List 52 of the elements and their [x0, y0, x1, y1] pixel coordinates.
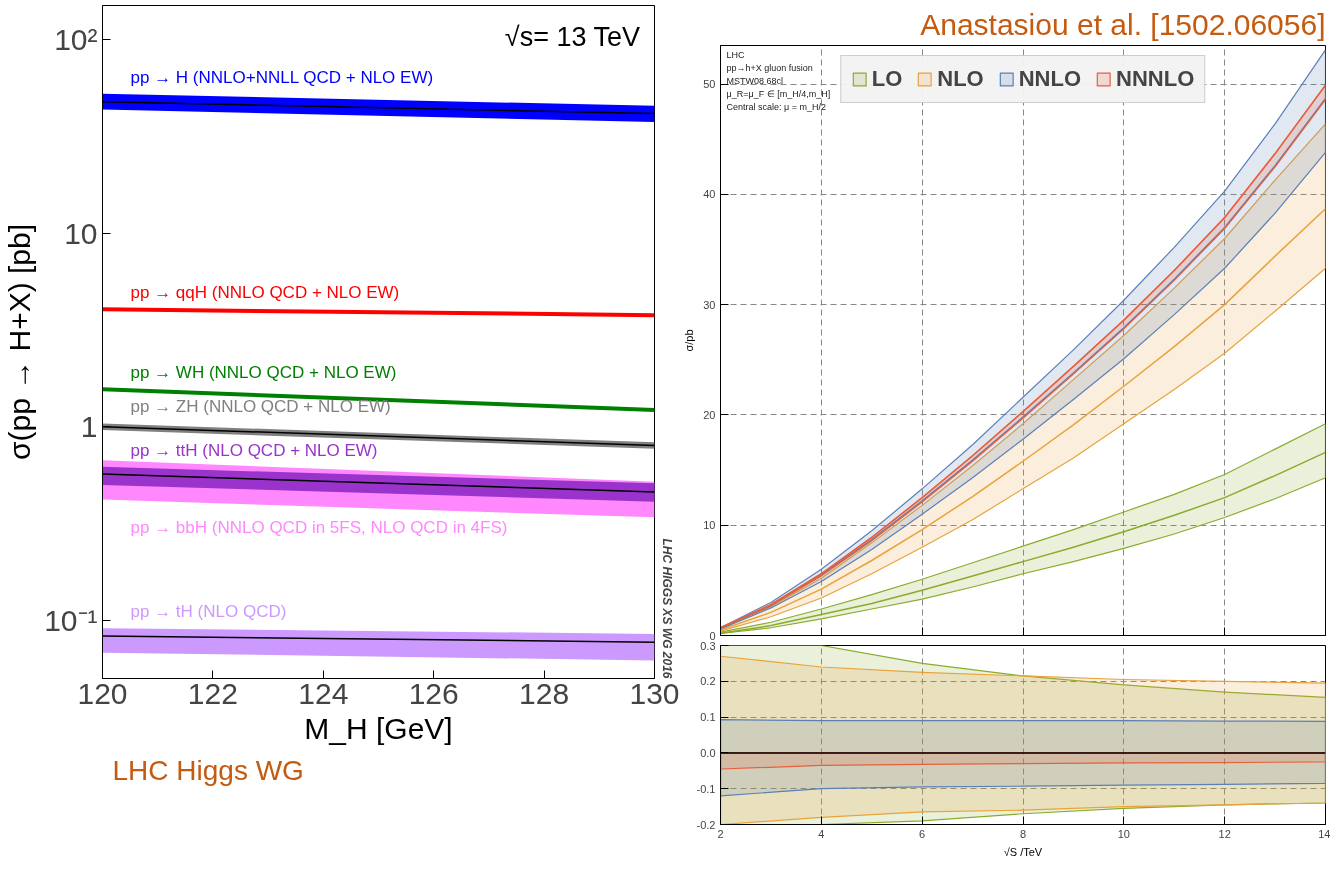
x-tick-label: 2	[717, 827, 724, 840]
y-tick-label: 20	[703, 408, 716, 421]
legend-label: LO	[871, 66, 903, 92]
legend-label: pp → H (NNLO+NNLL QCD + NLO EW)	[130, 67, 434, 87]
y-axis-title: σ/pb	[683, 329, 696, 352]
line-series	[720, 207, 1326, 631]
annotation: Central scale: μ = m_H/2	[726, 101, 826, 112]
y-tick-label: 0	[709, 629, 716, 642]
series-label: pp → WH (NNLO QCD + NLO EW)	[130, 363, 397, 383]
x-tick-label: 8	[1019, 827, 1027, 840]
y-tick-label: 30	[703, 298, 716, 311]
annotation: LHC	[726, 49, 745, 60]
y-tick-label: -0.1	[696, 782, 716, 795]
x-tick-label: 124	[298, 676, 349, 710]
y-tick-label: 50	[703, 78, 716, 91]
y-tick-label: 1	[80, 410, 98, 444]
y-tick-label: 10	[64, 216, 98, 250]
x-tick-label: 4	[818, 827, 825, 840]
x-axis-title: √S /TeV	[1003, 845, 1043, 858]
x-tick-label: 10	[1117, 827, 1130, 840]
annotation: MSTW08 68cl	[726, 75, 784, 86]
legend-label: pp → tH (NLO QCD)	[130, 602, 287, 622]
annotation: μ_R=μ_F ∈ [m_H/4,m_H]	[726, 88, 831, 99]
y-tick-label: 0.1	[700, 711, 716, 724]
chart-title: Anastasiou et al. [1502.06056]	[920, 7, 1326, 41]
y-tick-label: 10²	[54, 23, 98, 57]
legend-label: NLO	[937, 66, 984, 92]
annotation: pp→h+X gluon fusion	[726, 62, 813, 73]
y-tick-label: 10⁻¹	[44, 603, 98, 637]
y-tick-label: 0.3	[700, 639, 716, 652]
x-tick-label: 126	[408, 676, 459, 710]
legend-label: NNLO	[1018, 66, 1082, 92]
y-axis-title: σ(pp → H+X) [pb]	[3, 223, 37, 461]
legend-label: NNNLO	[1116, 66, 1195, 92]
y-tick-label: 10	[703, 519, 716, 532]
legend-label: pp → ZH (NNLO QCD + NLO EW)	[130, 397, 391, 417]
annotation: √s= 13 TeV	[504, 21, 641, 52]
x-tick-label: 12	[1218, 827, 1231, 840]
x-tick-label: 120	[77, 676, 128, 710]
y-tick-label: 0.0	[700, 746, 716, 759]
x-tick-label: 122	[187, 676, 238, 710]
legend-label: pp → ttH (NLO QCD + NLO EW)	[130, 440, 378, 460]
series-label: pp → qqH (NNLO QCD + NLO EW)	[130, 283, 400, 303]
x-tick-label: 128	[519, 676, 570, 710]
y-tick-label: 0.2	[700, 675, 716, 688]
y-tick-label: -0.2	[696, 818, 716, 831]
legend-label: pp → bbH (NNLO QCD in 5FS, NLO QCD in 4FS)	[130, 518, 508, 538]
text: LHC Higgs WG	[112, 754, 304, 786]
x-axis-title: M_H [GeV]	[304, 711, 453, 745]
y-tick-label: 40	[703, 188, 716, 201]
x-tick-label: 14	[1318, 827, 1331, 840]
x-tick-label: 6	[919, 827, 926, 840]
